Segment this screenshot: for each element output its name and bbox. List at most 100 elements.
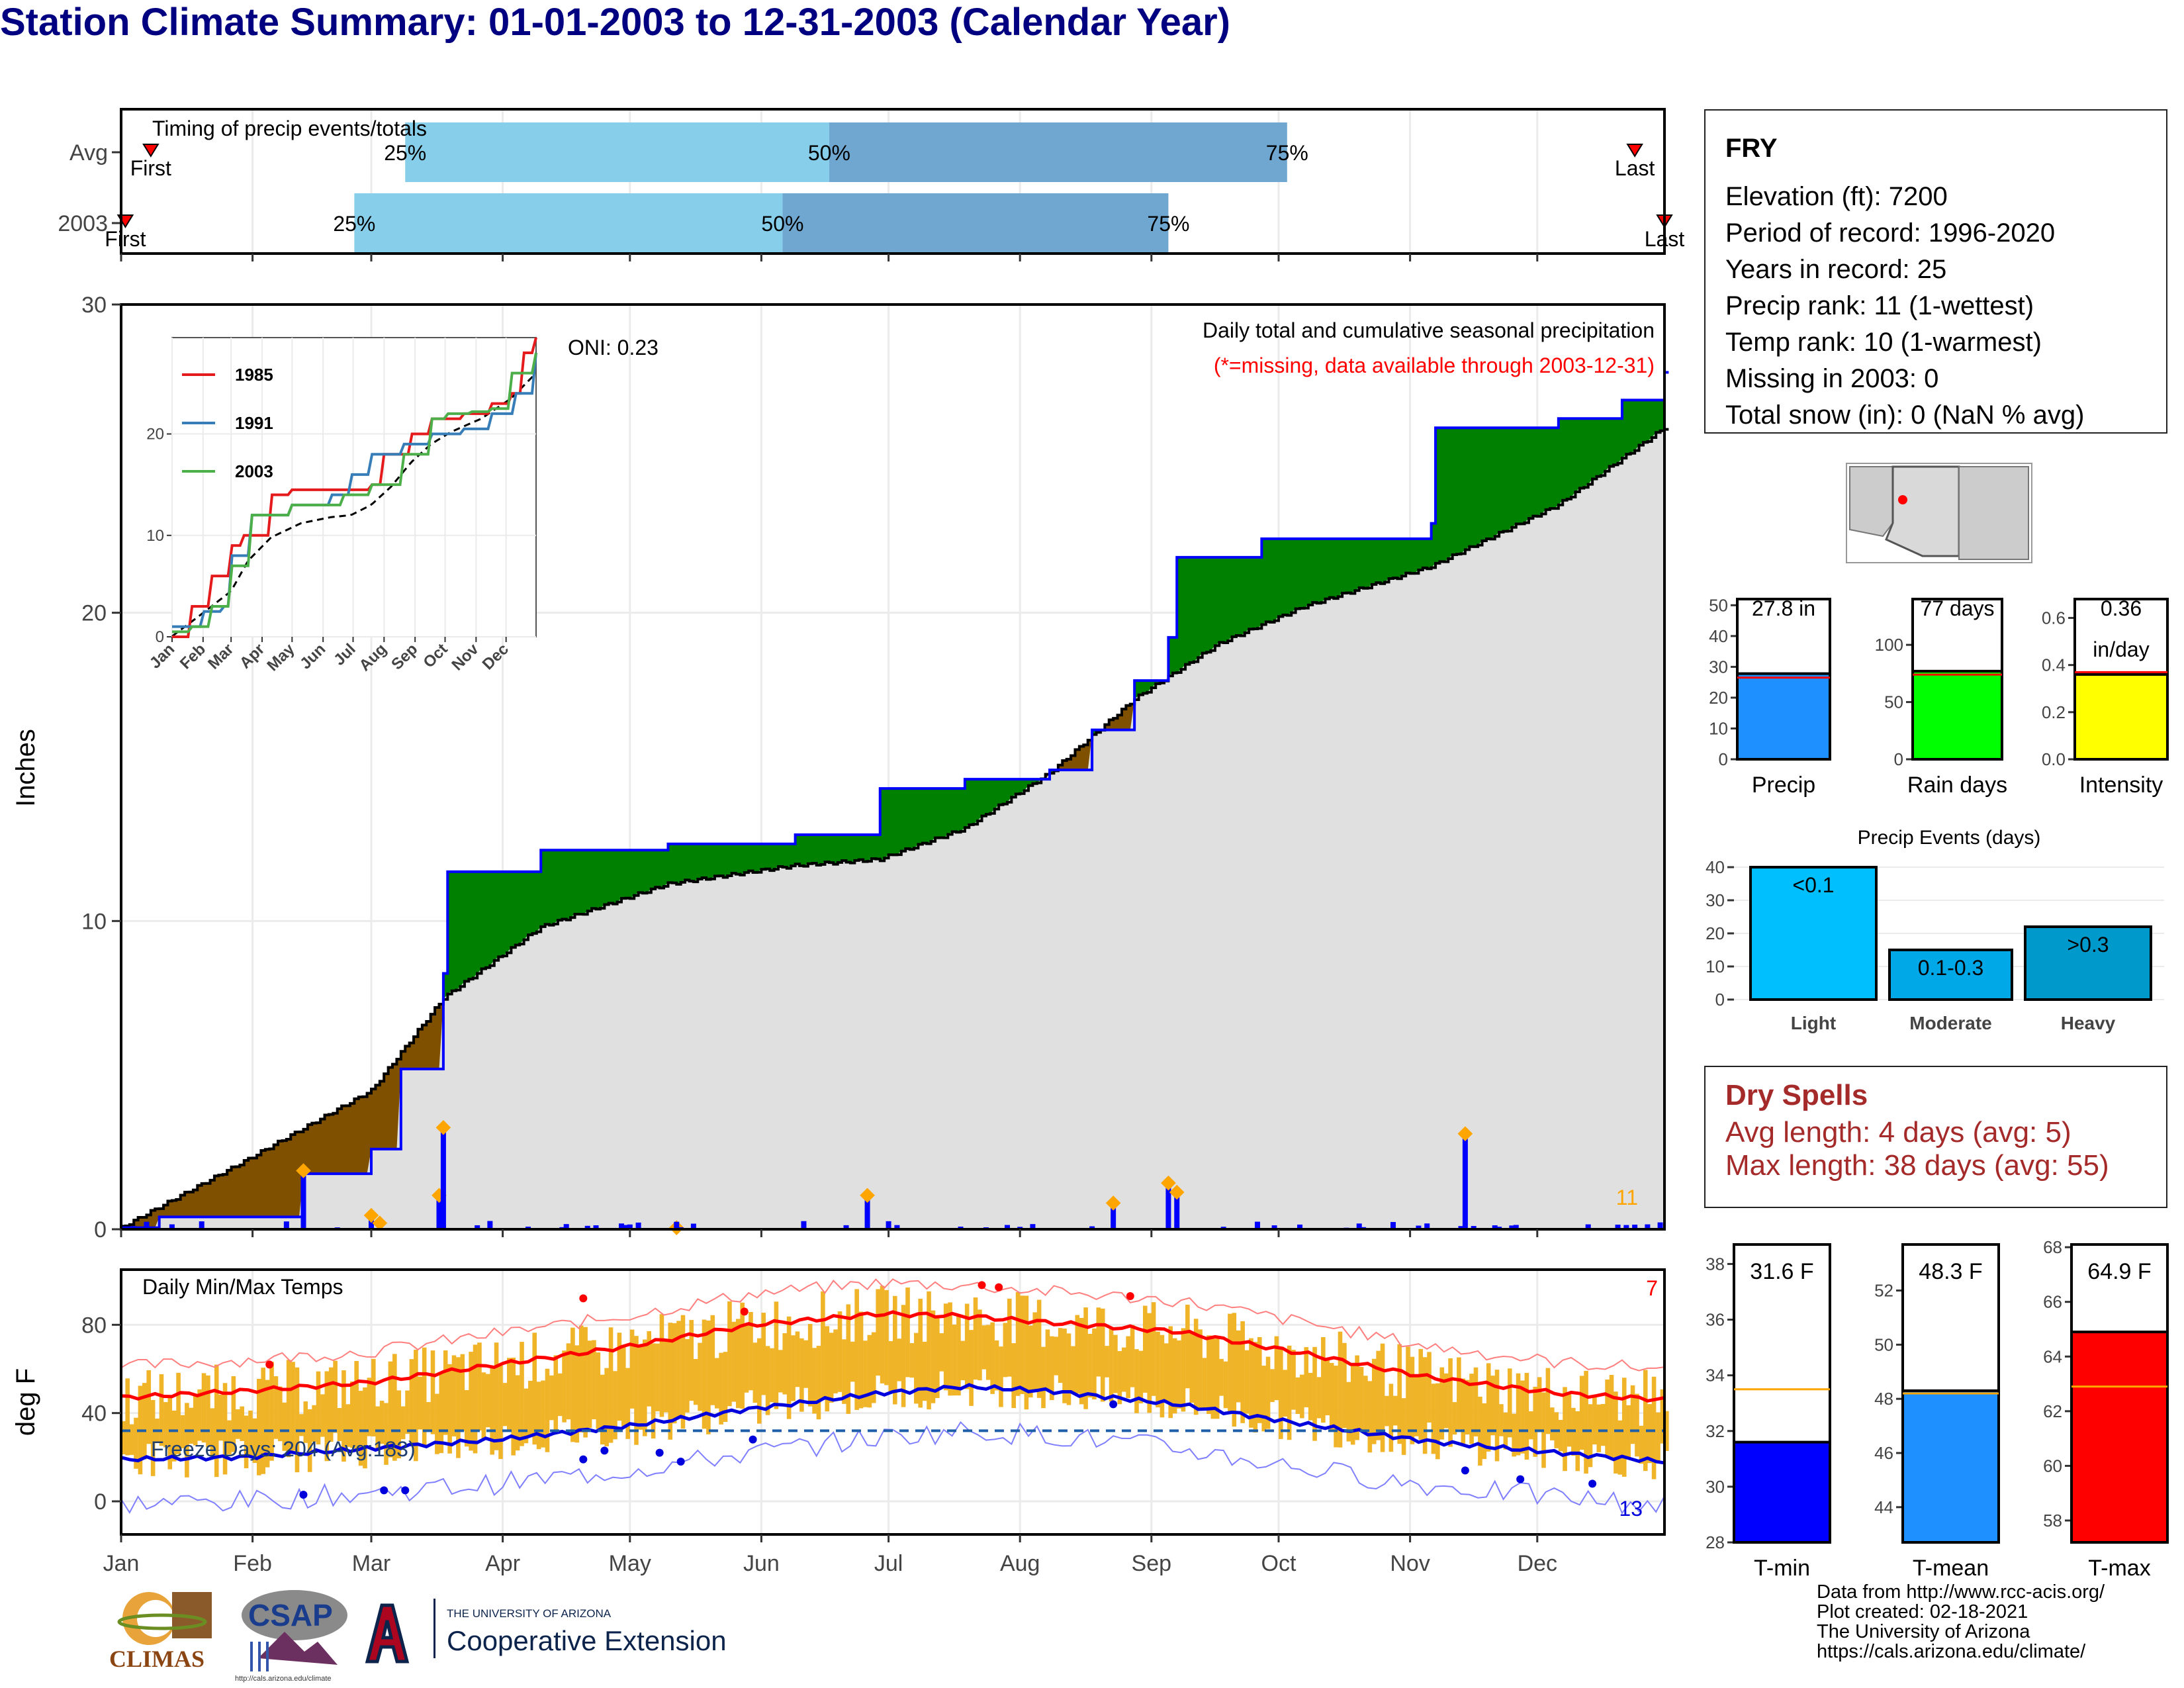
csap-logo-text: CSAP <box>248 1598 333 1632</box>
daily-temp-bar <box>1164 1343 1169 1402</box>
daily-temp-bar <box>214 1364 219 1477</box>
precip-above-normal-fill <box>816 834 822 866</box>
precip-below-normal-fill <box>261 1150 267 1217</box>
precip-above-normal-fill <box>897 788 903 855</box>
daily-temp-bar <box>1388 1383 1394 1452</box>
daily-temp-bar <box>846 1304 851 1414</box>
precip-summary-ytick-label: 30 <box>1709 657 1728 677</box>
daily-temp-bar <box>1257 1336 1262 1423</box>
daily-temp-bar <box>1621 1378 1627 1477</box>
precip-above-normal-fill <box>1596 418 1602 477</box>
daily-precip-bar <box>1165 1183 1171 1229</box>
daily-temp-bar <box>324 1371 330 1462</box>
daily-temp-bar <box>244 1415 249 1469</box>
daily-temp-bar <box>1507 1368 1512 1438</box>
daily-temp-bar <box>1609 1375 1614 1458</box>
precip-above-normal-fill <box>528 871 533 935</box>
daily-temp-bar <box>600 1374 605 1445</box>
precip-summary-bar <box>1736 672 1831 761</box>
precip-below-normal-fill <box>333 1113 339 1174</box>
temp-tmax-bar <box>2070 1331 2169 1544</box>
precip-above-normal-fill <box>1614 418 1619 465</box>
precip-above-normal-fill <box>1092 729 1098 735</box>
precip-above-normal-fill <box>685 843 690 880</box>
daily-temp-bar <box>1096 1307 1101 1377</box>
temp-record-low-marker <box>676 1458 685 1466</box>
precip-below-normal-fill <box>1113 718 1119 730</box>
precip-below-normal-fill <box>171 1200 177 1217</box>
precip-above-normal-fill <box>668 843 674 883</box>
precip-above-normal-fill <box>600 850 606 909</box>
precip-below-normal-fill <box>363 1096 369 1174</box>
temp-tmin-ytick-label: 28 <box>1706 1532 1725 1552</box>
precip-below-normal-fill <box>1117 715 1123 730</box>
precip-above-normal-fill <box>1359 538 1365 588</box>
daily-temp-bar <box>1635 1393 1639 1457</box>
precip-above-normal-fill <box>756 843 762 872</box>
precip-above-normal-fill <box>1007 779 1013 802</box>
precip-below-normal-fill <box>1066 759 1072 771</box>
climas-logo-text: CLIMAS <box>109 1646 205 1672</box>
precip-above-normal-fill <box>1193 557 1199 662</box>
temp-normal-min-line <box>120 1383 1665 1465</box>
daily-precip-bar <box>674 1221 680 1229</box>
month-label: Dec <box>1518 1551 1557 1576</box>
rain-days-summary-ytick-label: 50 <box>1884 692 1903 712</box>
temp-tmean-ytick-label: 52 <box>1874 1281 1893 1301</box>
precip-above-normal-fill <box>1499 428 1505 532</box>
temp-tmin-ytick-label: 30 <box>1706 1477 1725 1497</box>
precip-above-normal-fill <box>1304 538 1310 608</box>
daily-temp-bar <box>532 1333 537 1445</box>
precip-below-normal-fill <box>197 1185 203 1217</box>
daily-temp-bar <box>125 1378 130 1456</box>
daily-temp-bar <box>1588 1404 1593 1468</box>
daily-precip-bar <box>1458 1226 1464 1229</box>
daily-temp-bar <box>189 1407 194 1444</box>
precip-above-normal-fill <box>1363 538 1369 588</box>
daily-temp-bar <box>1350 1363 1355 1445</box>
precip-above-normal-fill <box>655 850 661 888</box>
precip-summary-ytick-label: 50 <box>1709 595 1728 615</box>
station-missing: Missing in 2003: 0 <box>1725 364 1939 393</box>
precip-below-normal-fill <box>138 1217 144 1228</box>
daily-temp-bar <box>1232 1313 1237 1427</box>
precip-above-normal-fill <box>617 850 623 902</box>
station-elevation: Elevation (ft): 7200 <box>1725 182 1948 211</box>
precip-above-normal-fill <box>918 788 924 845</box>
inset-ytick-label: 0 <box>156 628 164 646</box>
daily-precip-bar <box>1462 1133 1468 1229</box>
daily-temp-bar <box>927 1291 931 1410</box>
precip-above-normal-fill <box>1643 400 1649 443</box>
precip-below-normal-fill <box>163 1205 169 1217</box>
rain-days-summary-ytick-label: 0 <box>1894 749 1903 769</box>
daily-temp-bar <box>1376 1350 1381 1440</box>
daily-temp-bar <box>206 1375 210 1448</box>
precip-events-bar-label: <0.1 <box>1792 873 1834 897</box>
daily-temp-bar <box>218 1394 223 1441</box>
daily-temp-bar <box>1261 1366 1266 1432</box>
precip-cumulative-area <box>121 429 1664 1230</box>
summary-value-unit: in/day <box>2093 637 2149 661</box>
precip-above-normal-fill <box>1490 428 1496 539</box>
precip-above-normal-fill <box>909 788 915 850</box>
daily-temp-bar <box>523 1388 529 1444</box>
daily-temp-bar <box>596 1352 601 1429</box>
precip-above-normal-fill <box>566 850 572 920</box>
daily-precip-bar <box>1174 1192 1180 1229</box>
timing-bar-q2 <box>829 122 1287 182</box>
precip-below-normal-fill <box>307 1124 313 1174</box>
precip-above-normal-fill <box>507 871 512 953</box>
precip-below-normal-fill <box>134 1220 140 1228</box>
precip-above-normal-fill <box>1156 680 1161 684</box>
daily-temp-bar <box>871 1332 876 1403</box>
precip-above-normal-fill <box>1261 538 1267 625</box>
precip-above-normal-fill <box>1418 538 1424 570</box>
daily-temp-bar <box>176 1372 181 1454</box>
precip-above-normal-fill <box>1457 428 1462 555</box>
daily-temp-bar <box>1414 1374 1419 1436</box>
precip-above-normal-fill <box>1503 428 1509 532</box>
daily-temp-bar <box>854 1289 859 1410</box>
precip-below-normal-fill <box>155 1209 161 1228</box>
daily-temp-bar <box>842 1339 846 1404</box>
